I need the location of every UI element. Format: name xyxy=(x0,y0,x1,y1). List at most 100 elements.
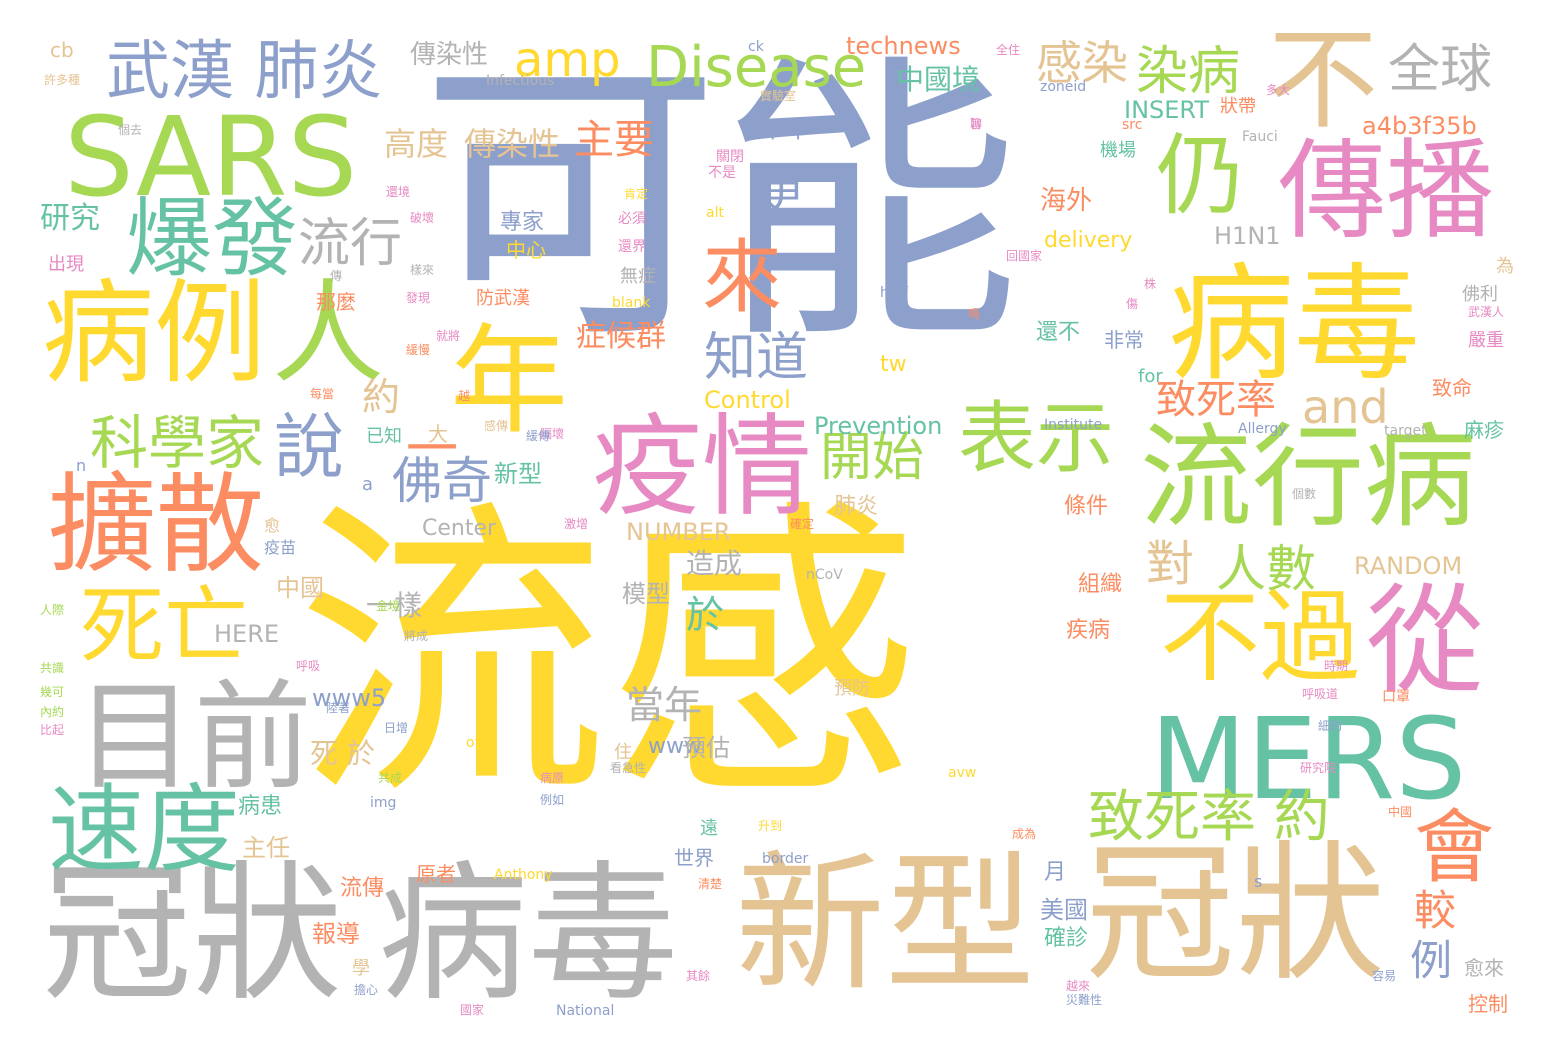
word: 致命 xyxy=(1432,376,1472,400)
word: 流行病 xyxy=(1140,413,1476,543)
word: SARS xyxy=(64,93,358,221)
word: 新型 xyxy=(494,460,542,488)
word: 每當 xyxy=(310,387,335,401)
word: 升到 xyxy=(758,819,783,833)
word: 世界 xyxy=(674,846,714,870)
word: 表示 xyxy=(958,394,1115,484)
word: 愈來 xyxy=(1464,956,1504,980)
word: 開始 xyxy=(820,428,925,488)
word: 疫情 xyxy=(592,403,812,531)
word: 原者 xyxy=(416,862,456,886)
word: Center xyxy=(422,516,497,541)
word: 確診 xyxy=(1044,926,1089,951)
word: 比起 xyxy=(40,723,65,737)
word: 感傳 xyxy=(484,419,509,433)
word: 條件 xyxy=(1064,494,1109,519)
word: 日增 xyxy=(384,721,409,735)
word: 海外 xyxy=(1040,186,1093,216)
word: 之間 xyxy=(688,661,713,675)
word: 傳染性 xyxy=(464,125,561,163)
word: 愈 xyxy=(264,516,281,535)
word: 死 於 xyxy=(310,737,375,770)
word: 例如 xyxy=(540,793,565,807)
word: 那麼 xyxy=(316,290,356,314)
word: 激增 xyxy=(564,517,589,531)
word: 組織 xyxy=(1078,572,1123,597)
word: 病毒 xyxy=(1168,251,1420,398)
word: 冠狀 xyxy=(42,848,343,1022)
word: 回國家 xyxy=(1006,249,1043,263)
word: 武漢人 xyxy=(1468,305,1505,319)
word: ck xyxy=(748,39,764,55)
word: 模型 xyxy=(622,580,670,608)
word: 專家 xyxy=(500,210,545,235)
word: 關閉 xyxy=(716,149,744,165)
word: 容易 xyxy=(1372,969,1397,983)
word: 會 xyxy=(1414,801,1494,894)
word: 流行 xyxy=(298,214,403,274)
word: 染病 xyxy=(1136,42,1241,102)
word: target xyxy=(1384,423,1427,439)
word: of xyxy=(466,735,480,751)
word: 預估 xyxy=(682,734,730,762)
word: 病毒 xyxy=(378,848,679,1022)
word: INSERT xyxy=(1124,96,1210,124)
word: 來 xyxy=(702,231,782,324)
word: 學 xyxy=(352,958,370,979)
word: 主要 xyxy=(574,117,654,163)
word: 細約 xyxy=(1318,719,1343,733)
word: 緩傳 xyxy=(526,429,551,443)
word: 嗎 xyxy=(968,307,981,321)
word: 研究 xyxy=(40,201,100,236)
word: 疫苗 xyxy=(264,538,297,557)
word: 緩慢 xyxy=(406,343,431,357)
word: 美國 xyxy=(1040,896,1088,924)
word: for xyxy=(1138,366,1163,387)
word: 中國 xyxy=(1388,805,1413,819)
word: 可能 xyxy=(420,30,1020,379)
word: 於 xyxy=(686,593,725,637)
word: 旨 xyxy=(970,117,983,131)
word: 一樣 xyxy=(366,589,423,622)
word: 看急性 xyxy=(610,761,647,775)
word: 病原 xyxy=(540,771,565,785)
word: 一 xyxy=(406,420,459,480)
word: RANDOM xyxy=(1354,552,1463,580)
word: 不過 xyxy=(1160,579,1360,696)
word: 傳播 xyxy=(1278,129,1495,254)
word: 控制 xyxy=(1468,992,1508,1016)
word: Institute xyxy=(1044,417,1103,433)
word: 住 xyxy=(614,742,632,763)
word: 將成 xyxy=(404,629,429,643)
word: 佛奇 xyxy=(392,452,492,510)
word: 冠狀 xyxy=(1085,828,1386,1002)
word: www5 xyxy=(312,684,387,712)
word: 人際 xyxy=(40,603,65,617)
word: a xyxy=(362,474,374,495)
word: cb xyxy=(50,38,74,62)
word: Anthony xyxy=(494,867,553,883)
word: 症候群 xyxy=(576,319,666,354)
word: 個去 xyxy=(118,123,143,137)
word: 陸著 xyxy=(326,701,351,715)
word: zoneid xyxy=(1040,79,1087,95)
word: 無症 xyxy=(620,266,656,287)
word: 國家 xyxy=(460,1003,485,1017)
word: 呼吸 xyxy=(296,659,321,673)
word: 擴散 xyxy=(48,463,265,588)
word: 還不 xyxy=(1036,320,1081,345)
word: 佛利 xyxy=(1462,284,1498,305)
word: 從 xyxy=(1366,572,1485,710)
word: 必須 xyxy=(618,211,646,227)
word: src xyxy=(1122,117,1143,133)
word: 共成 xyxy=(378,771,403,785)
word: 株 xyxy=(1144,277,1157,291)
word: 肯定 xyxy=(624,187,649,201)
word: 其餘 xyxy=(686,969,711,983)
word: 傳染性 xyxy=(410,40,489,70)
word: avw xyxy=(948,765,977,781)
word: blank xyxy=(612,295,651,311)
word: 內約 xyxy=(40,705,65,719)
word: 大 xyxy=(428,422,448,446)
